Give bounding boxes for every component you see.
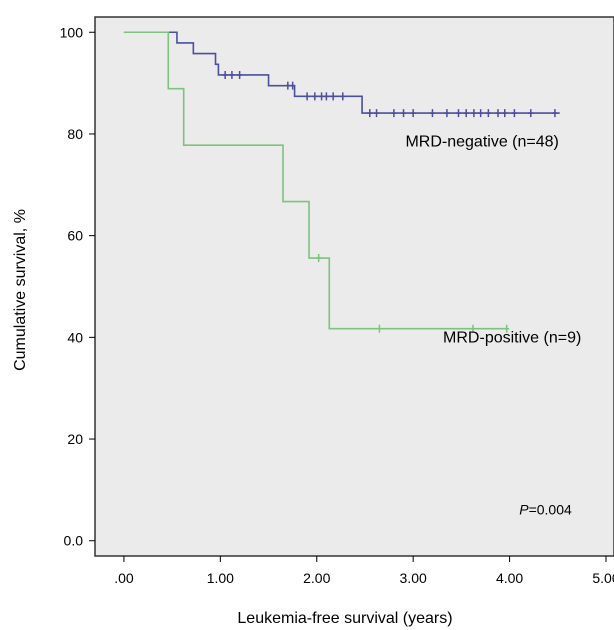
censor-mark <box>304 92 310 101</box>
censor-mark <box>502 109 508 118</box>
censor-mark <box>511 109 517 118</box>
x-tick-label: .00 <box>114 570 134 586</box>
censor-mark <box>485 109 491 118</box>
y-tick-label: 40 <box>67 329 83 345</box>
censor-mark <box>410 109 416 118</box>
censor-mark <box>528 109 534 118</box>
x-tick-label: 3.00 <box>400 570 427 586</box>
censor-mark <box>367 109 373 118</box>
censor-mark <box>330 92 336 101</box>
series-label: MRD-positive (n=9) <box>443 329 581 346</box>
censor-mark <box>323 92 329 101</box>
censor-mark <box>312 92 318 101</box>
censor-mark <box>340 92 346 101</box>
censor-mark <box>316 254 322 263</box>
x-tick-label: 5.00 <box>592 570 614 586</box>
x-axis-title: Leukemia-free survival (years) <box>237 610 452 627</box>
x-axis: .00 1.00 2.00 3.00 4.00 5.00 <box>114 556 614 586</box>
censor-mark <box>401 109 407 118</box>
x-tick-label: 2.00 <box>303 570 330 586</box>
censor-mark <box>290 81 296 90</box>
censor-mark <box>229 70 235 79</box>
censor-mark <box>455 109 461 118</box>
survival-curve <box>123 31 508 330</box>
y-tick-label: 0.0 <box>64 533 84 549</box>
y-axis: 0.0 20 40 60 80 100 <box>60 24 95 549</box>
y-tick-label: 80 <box>67 126 83 142</box>
y-axis-title: Cumulative survival, % <box>12 209 29 371</box>
censor-mark <box>470 324 476 333</box>
censor-mark <box>429 109 435 118</box>
annotation-layer: MRD-negative (n=48) MRD-positive (n=9) P=0… <box>405 134 581 518</box>
p-value-annotation: P=0.004 <box>519 501 572 517</box>
censor-mark <box>463 109 469 118</box>
x-tick-label: 4.00 <box>496 570 523 586</box>
series-layer <box>123 31 560 333</box>
censor-mark <box>495 109 501 118</box>
censor-mark <box>374 109 380 118</box>
censor-mark <box>222 70 228 79</box>
plot-area <box>94 16 614 557</box>
censor-mark <box>237 70 243 79</box>
censor-mark <box>552 109 558 118</box>
censor-mark <box>504 324 510 333</box>
series-label: MRD-negative (n=48) <box>405 134 558 151</box>
censor-mark <box>319 92 325 101</box>
censor-mark <box>444 109 450 118</box>
y-tick-label: 20 <box>67 431 83 447</box>
series-mrd-negative <box>123 31 560 118</box>
x-tick-label: 1.00 <box>207 570 234 586</box>
censor-mark <box>471 109 477 118</box>
censor-mark <box>478 109 484 118</box>
censor-mark <box>391 109 397 118</box>
series-mrd-positive <box>123 31 510 333</box>
y-tick-label: 100 <box>60 24 84 40</box>
censor-mark <box>285 81 291 90</box>
y-tick-label: 60 <box>67 228 83 244</box>
censor-mark <box>376 324 382 333</box>
